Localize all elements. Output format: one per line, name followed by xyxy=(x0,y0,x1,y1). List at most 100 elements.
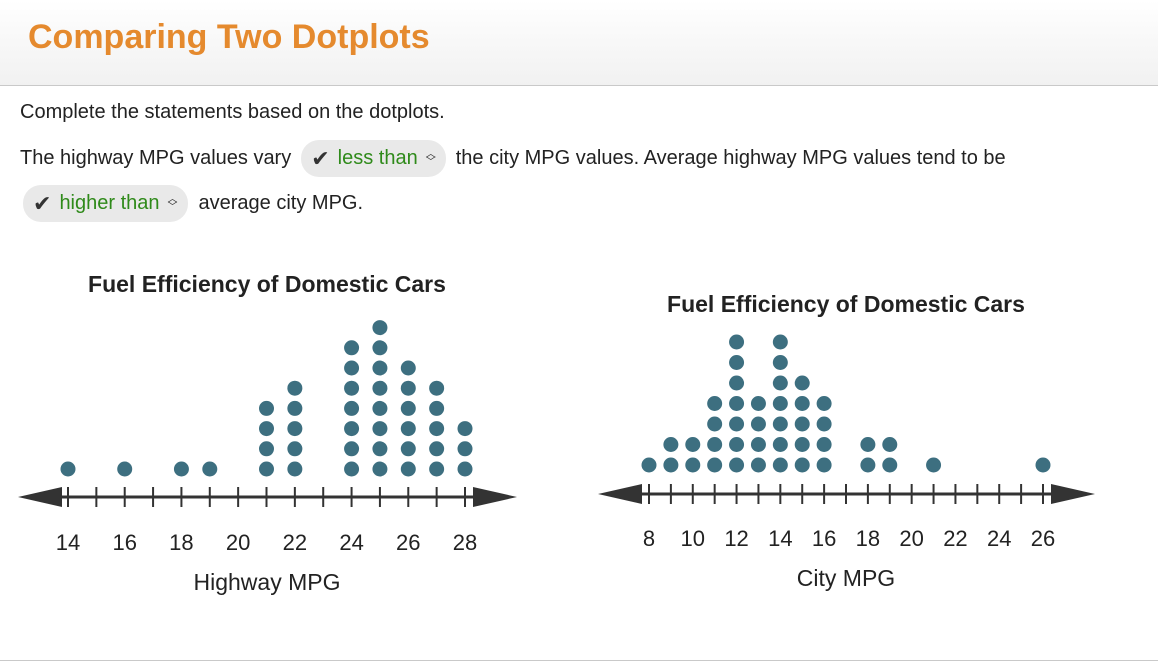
data-dot xyxy=(729,396,745,411)
statement-line-1: The highway MPG values vary ✔ less than … xyxy=(20,140,1006,177)
data-dot xyxy=(641,457,657,473)
x-tick-label: 14 xyxy=(768,526,792,551)
data-dot xyxy=(344,461,360,477)
instructions-text: Complete the statements based on the dot… xyxy=(20,101,445,123)
x-tick-label: 20 xyxy=(226,530,250,555)
data-dot xyxy=(429,421,445,437)
x-tick-label: 26 xyxy=(396,530,420,555)
data-dot xyxy=(816,437,832,452)
data-dot xyxy=(344,340,360,356)
x-axis-label: City MPG xyxy=(797,565,895,591)
data-dot xyxy=(372,340,388,356)
statement-part-1: The highway MPG values vary xyxy=(20,147,292,169)
page-title: Comparing Two Dotplots xyxy=(28,18,430,56)
data-dot xyxy=(663,457,679,473)
check-icon: ✔ xyxy=(311,145,330,171)
data-dot xyxy=(750,457,766,473)
data-dot xyxy=(287,380,303,396)
data-dot xyxy=(457,421,473,437)
data-dot xyxy=(259,421,274,437)
data-dot xyxy=(259,461,274,477)
page-header: Comparing Two Dotplots xyxy=(0,0,1158,86)
data-dot xyxy=(750,396,766,411)
data-dot xyxy=(344,421,360,437)
data-dot xyxy=(707,437,723,452)
x-tick-label: 10 xyxy=(681,526,705,551)
x-tick-label: 16 xyxy=(812,526,836,551)
statement-part-2: the city MPG values. Average highway MPG… xyxy=(455,147,1006,169)
data-dot xyxy=(400,400,416,416)
data-dot xyxy=(772,416,788,432)
variability-dropdown[interactable]: ✔ less than ︿ ﹀ xyxy=(301,140,446,177)
data-dot xyxy=(816,457,832,473)
dotplots-figure: Fuel Efficiency of Domestic Cars 14 16 18 20… xyxy=(18,271,1095,595)
data-dot xyxy=(400,461,416,477)
data-dot xyxy=(457,441,473,457)
data-dot xyxy=(344,400,360,416)
data-dot xyxy=(372,400,388,416)
footer-divider xyxy=(0,660,1158,661)
data-dot xyxy=(372,461,388,477)
data-dot xyxy=(816,396,832,411)
x-tick-label: 24 xyxy=(987,526,1011,551)
data-dot xyxy=(372,441,388,457)
data-dot xyxy=(429,380,445,396)
data-dot xyxy=(772,457,788,473)
data-dot xyxy=(60,461,76,477)
data-dot xyxy=(372,380,388,396)
average-dropdown[interactable]: ✔ higher than ︿ ﹀ xyxy=(23,185,188,222)
chevron-up-down-icon: ︿ ﹀ xyxy=(167,193,178,213)
city-dotplot: Fuel Efficiency of Domestic Cars 8 10 12 14 1… xyxy=(598,291,1095,591)
data-dot xyxy=(457,461,473,477)
data-dot xyxy=(663,437,679,452)
data-dot xyxy=(860,457,876,473)
data-dot xyxy=(794,396,810,411)
data-dot xyxy=(429,400,445,416)
x-tick-label: 12 xyxy=(724,526,748,551)
x-tick-label: 18 xyxy=(169,530,193,555)
data-dot xyxy=(707,457,723,473)
data-dot xyxy=(772,396,788,411)
data-dot xyxy=(794,416,810,432)
chevron-up-down-icon: ︿ ﹀ xyxy=(425,148,436,168)
left-arrowhead xyxy=(18,487,62,507)
data-dot xyxy=(750,416,766,432)
x-tick-label: 26 xyxy=(1031,526,1055,551)
data-dot xyxy=(400,360,416,376)
data-dot xyxy=(882,457,898,473)
right-arrowhead xyxy=(1051,484,1095,504)
data-dot xyxy=(429,441,445,457)
x-tick-label: 14 xyxy=(56,530,80,555)
data-dot xyxy=(729,355,745,370)
data-dot xyxy=(707,396,723,411)
data-dot xyxy=(750,437,766,452)
data-dot xyxy=(926,457,942,473)
data-dot xyxy=(707,416,723,432)
data-dot xyxy=(400,380,416,396)
left-arrowhead xyxy=(598,484,642,504)
check-icon: ✔ xyxy=(33,190,52,216)
data-dot xyxy=(287,421,303,437)
x-axis-label: Highway MPG xyxy=(194,569,341,595)
statement-part-3: average city MPG. xyxy=(198,192,364,214)
data-dot xyxy=(287,441,303,457)
data-dot xyxy=(287,461,303,477)
data-dot xyxy=(794,375,810,391)
data-dot xyxy=(816,416,832,432)
data-dot xyxy=(173,461,189,477)
data-dot xyxy=(429,461,445,477)
data-dot xyxy=(259,400,274,416)
right-arrowhead xyxy=(473,487,517,507)
data-dot xyxy=(400,441,416,457)
data-dot xyxy=(344,360,360,376)
data-dot xyxy=(729,375,745,391)
x-tick-label: 22 xyxy=(283,530,307,555)
x-tick-label: 18 xyxy=(856,526,880,551)
x-tick-label: 28 xyxy=(453,530,477,555)
data-dot xyxy=(685,457,701,473)
x-tick-label: 20 xyxy=(899,526,923,551)
x-tick-label: 22 xyxy=(943,526,967,551)
data-dot xyxy=(344,441,360,457)
data-dot xyxy=(772,355,788,370)
data-dot xyxy=(344,380,360,396)
